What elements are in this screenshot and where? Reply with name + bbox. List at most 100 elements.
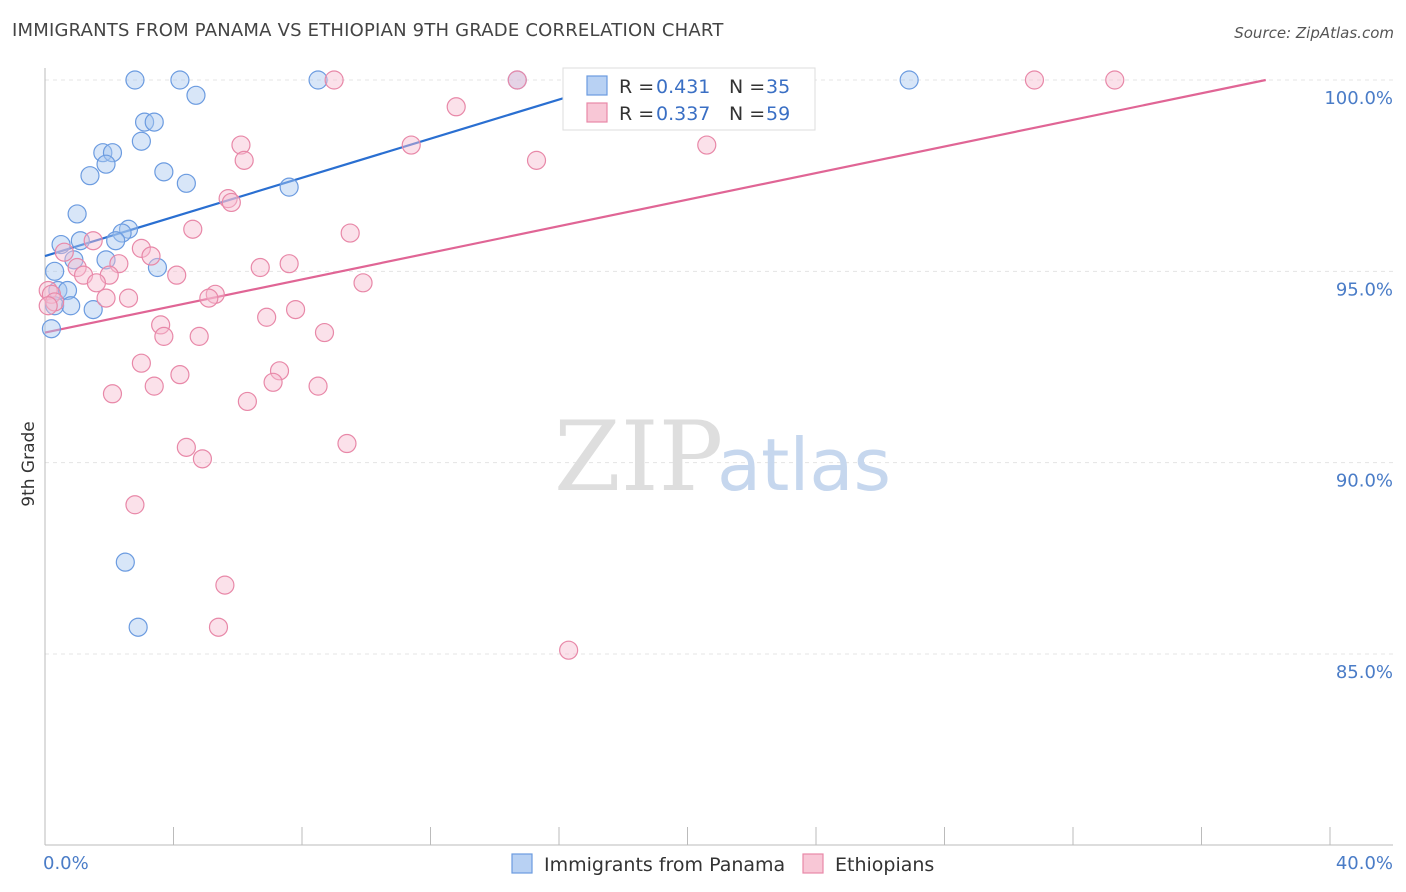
legend-r-value-panama: 0.431 <box>656 76 710 98</box>
bottom-legend: Immigrants from Panama Ethiopians <box>511 853 934 876</box>
legend-r-label-panama: R = <box>619 76 654 98</box>
chart-title: IMMIGRANTS FROM PANAMA VS ETHIOPIAN 9TH … <box>12 20 724 41</box>
point-s1-20 <box>250 257 270 278</box>
series-1-points <box>38 70 1125 660</box>
x-tick-label-min: 0.0% <box>43 853 89 874</box>
point-s1-16 <box>54 242 74 262</box>
bottom-legend-swatch-panama <box>511 853 533 874</box>
bottom-legend-label-ethiopians: Ethiopians <box>835 854 934 876</box>
legend-box: R = 0.431 N = 35 R = 0.337 N = 59 <box>562 67 816 131</box>
point-s1-43 <box>170 365 190 385</box>
legend-n-label-ethiopians: N = <box>729 103 765 125</box>
point-s1-51 <box>192 449 213 469</box>
point-s0-13 <box>80 166 100 186</box>
point-s1-32 <box>96 288 116 308</box>
point-s0-20 <box>106 231 126 251</box>
point-s0-17 <box>67 204 87 224</box>
point-s0-11 <box>102 143 123 163</box>
point-s1-53 <box>215 575 235 595</box>
point-s1-30 <box>199 288 219 308</box>
series-0-points <box>41 70 919 637</box>
x-tick-label-max: 40.0% <box>1336 853 1393 874</box>
point-s0-0 <box>125 70 145 90</box>
point-s1-26 <box>353 273 373 293</box>
point-s1-48 <box>237 391 257 412</box>
point-s0-9 <box>131 131 151 151</box>
watermark-zip: ZIP <box>554 401 723 513</box>
y-tick-label-2: 90.0% <box>1336 471 1393 492</box>
point-s0-15 <box>176 173 196 193</box>
point-s0-28 <box>57 280 78 301</box>
watermark-atlas: atlas <box>717 423 891 507</box>
bottom-legend-swatch-ethiopians <box>802 853 824 874</box>
point-s1-9 <box>526 150 547 170</box>
point-s0-33 <box>115 552 135 572</box>
legend-swatch-ethiopians <box>586 102 608 123</box>
point-s1-24 <box>167 265 187 285</box>
trend-line-s0 <box>44 78 624 258</box>
watermark: ZIP atlas <box>554 401 891 513</box>
point-s0-31 <box>83 300 103 320</box>
point-s1-37 <box>151 315 171 335</box>
point-s1-4 <box>446 97 466 117</box>
y-tick-label-0: 100.0% <box>1324 88 1393 109</box>
point-s1-44 <box>263 372 283 392</box>
point-s0-19 <box>112 223 132 243</box>
point-s0-25 <box>147 257 168 278</box>
point-s1-39 <box>154 326 174 346</box>
point-s0-3 <box>308 70 328 90</box>
trend-line-s1 <box>44 78 1266 334</box>
point-s1-12 <box>183 219 203 239</box>
point-s1-40 <box>189 326 209 346</box>
point-s0-30 <box>61 296 81 316</box>
point-s1-52 <box>125 495 145 515</box>
y-tick-labels: 100.0% 95.0% 90.0% 85.0% <box>1324 88 1393 683</box>
legend-n-label-panama: N = <box>729 76 765 98</box>
point-s1-8 <box>234 150 254 170</box>
legend-n-value-panama: 35 <box>766 76 790 98</box>
point-s1-42 <box>269 361 290 381</box>
point-s0-26 <box>45 261 65 281</box>
y-tick-label-3: 85.0% <box>1336 662 1393 683</box>
point-s0-1 <box>170 70 190 90</box>
point-s0-24 <box>96 250 116 270</box>
point-s1-41 <box>131 353 151 373</box>
point-s0-6 <box>899 70 919 90</box>
point-s1-5 <box>231 135 251 155</box>
point-s0-8 <box>144 112 164 132</box>
y-tick-label-1: 95.0% <box>1336 279 1393 300</box>
axes <box>44 68 1393 846</box>
point-s1-2 <box>1024 70 1045 90</box>
point-s1-50 <box>176 437 196 457</box>
point-s1-47 <box>102 384 123 404</box>
legend-r-value-ethiopians: 0.337 <box>656 103 710 125</box>
point-s1-36 <box>257 307 277 327</box>
y-axis-title: 9th Grade <box>19 421 39 507</box>
point-s1-38 <box>314 322 335 343</box>
point-s1-46 <box>308 376 328 396</box>
point-s1-25 <box>86 273 107 293</box>
point-s1-31 <box>118 288 139 308</box>
point-s1-19 <box>279 254 299 274</box>
point-s1-15 <box>131 238 151 258</box>
point-s0-12 <box>96 154 116 174</box>
point-s1-13 <box>340 223 360 243</box>
point-s1-21 <box>67 257 87 278</box>
point-s0-34 <box>128 617 148 637</box>
point-s1-55 <box>559 640 579 660</box>
trend-lines <box>44 78 1266 334</box>
legend-swatch-panama <box>586 75 608 96</box>
point-s1-3 <box>1105 70 1125 90</box>
point-s1-6 <box>401 135 421 155</box>
point-s1-1 <box>507 70 527 90</box>
legend-r-label-ethiopians: R = <box>619 103 654 125</box>
point-s1-54 <box>208 617 229 637</box>
point-s0-16 <box>279 177 299 197</box>
point-s0-14 <box>154 162 174 182</box>
point-s0-2 <box>186 85 206 105</box>
point-s1-17 <box>141 246 161 266</box>
point-s0-10 <box>93 143 113 163</box>
data-points <box>38 70 1125 660</box>
point-s1-45 <box>144 376 164 396</box>
